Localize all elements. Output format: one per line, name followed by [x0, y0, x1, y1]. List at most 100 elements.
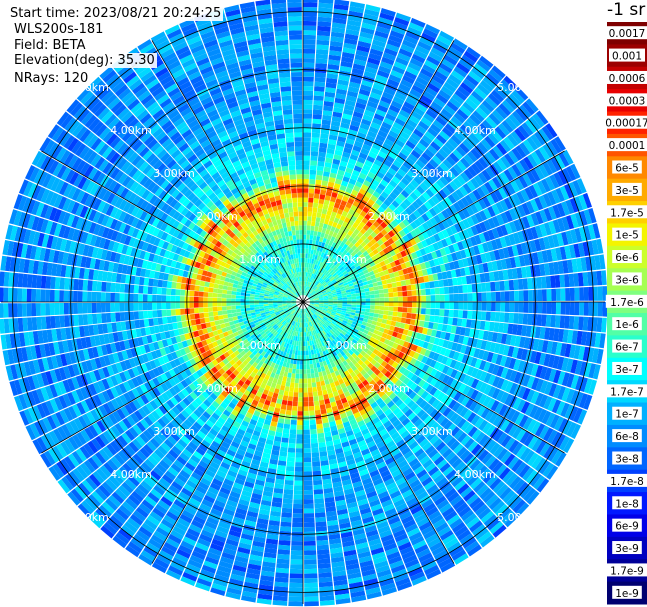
data-cell	[376, 379, 384, 387]
data-cell	[465, 275, 472, 285]
data-cell	[467, 310, 473, 319]
data-cell	[407, 182, 416, 192]
data-cell	[307, 307, 311, 311]
data-cell	[355, 333, 362, 339]
data-cell	[413, 235, 421, 244]
data-cell	[430, 101, 443, 112]
data-cell	[313, 269, 317, 275]
data-cell	[330, 36, 344, 43]
data-cell	[453, 202, 462, 212]
data-cell	[407, 307, 412, 313]
data-cell	[326, 73, 338, 80]
data-cell	[499, 236, 507, 248]
data-cell	[387, 283, 393, 289]
data-cell	[420, 116, 432, 127]
data-cell	[296, 364, 300, 370]
data-cell	[367, 234, 374, 242]
data-cell	[548, 220, 557, 235]
data-cell	[324, 333, 329, 339]
data-cell	[582, 241, 590, 257]
data-cell	[332, 272, 338, 277]
data-cell	[500, 419, 511, 432]
data-cell	[372, 317, 378, 322]
data-cell	[419, 138, 430, 148]
data-cell	[446, 77, 460, 89]
data-cell	[512, 499, 526, 513]
data-cell	[467, 151, 478, 163]
data-cell	[545, 123, 558, 138]
data-cell	[382, 91, 394, 100]
data-cell	[503, 169, 514, 182]
data-cell	[534, 197, 544, 211]
data-cell	[323, 296, 329, 299]
data-cell	[456, 160, 467, 172]
data-cell	[352, 63, 366, 71]
data-cell	[548, 206, 557, 220]
data-cell	[528, 184, 539, 198]
data-cell	[317, 203, 324, 209]
data-cell	[541, 125, 554, 141]
data-cell	[582, 316, 589, 331]
data-cell	[409, 212, 418, 221]
data-cell	[343, 108, 354, 116]
data-cell	[470, 203, 479, 214]
data-cell	[398, 339, 405, 346]
data-cell	[450, 269, 457, 278]
data-cell	[310, 310, 314, 315]
data-cell	[435, 179, 446, 189]
data-cell	[539, 394, 549, 408]
data-cell	[304, 267, 307, 272]
data-cell	[305, 276, 307, 282]
data-cell	[333, 317, 339, 322]
data-cell	[318, 307, 323, 310]
data-cell	[414, 448, 425, 458]
data-cell	[306, 359, 310, 365]
data-cell	[331, 22, 346, 29]
data-cell	[309, 359, 313, 365]
data-cell	[405, 279, 411, 286]
data-cell	[441, 144, 452, 156]
data-cell	[453, 443, 464, 455]
data-cell	[473, 245, 481, 255]
data-cell	[439, 347, 447, 356]
data-cell	[315, 63, 327, 69]
data-cell	[387, 267, 394, 274]
data-cell	[367, 267, 373, 273]
data-cell	[355, 49, 369, 58]
data-cell	[492, 376, 501, 388]
data-cell	[303, 290, 305, 296]
data-cell	[304, 536, 316, 542]
data-cell	[309, 174, 316, 180]
data-cell	[505, 381, 514, 393]
data-cell	[333, 302, 338, 304]
data-cell	[422, 64, 436, 75]
data-cell	[457, 259, 465, 268]
data-cell	[362, 206, 370, 214]
data-cell	[372, 248, 379, 255]
data-cell	[411, 53, 426, 64]
data-cell	[486, 474, 499, 487]
data-cell	[444, 488, 457, 499]
data-cell	[378, 289, 384, 294]
data-cell	[384, 324, 391, 330]
data-cell	[501, 100, 515, 113]
data-cell	[370, 231, 377, 238]
data-cell	[599, 333, 606, 349]
data-cell	[393, 297, 399, 302]
data-cell	[329, 45, 343, 52]
data-cell	[422, 441, 432, 452]
data-cell	[312, 254, 316, 260]
data-cell	[295, 448, 303, 453]
data-cell	[406, 118, 418, 129]
data-cell	[579, 287, 585, 301]
data-cell	[322, 175, 329, 182]
data-cell	[334, 227, 340, 234]
data-cell	[433, 337, 440, 346]
data-cell	[452, 277, 458, 286]
data-cell	[275, 572, 289, 579]
data-cell	[499, 312, 505, 323]
data-cell	[313, 363, 317, 369]
data-cell	[436, 134, 447, 145]
data-cell	[347, 302, 352, 305]
data-cell	[360, 295, 366, 299]
